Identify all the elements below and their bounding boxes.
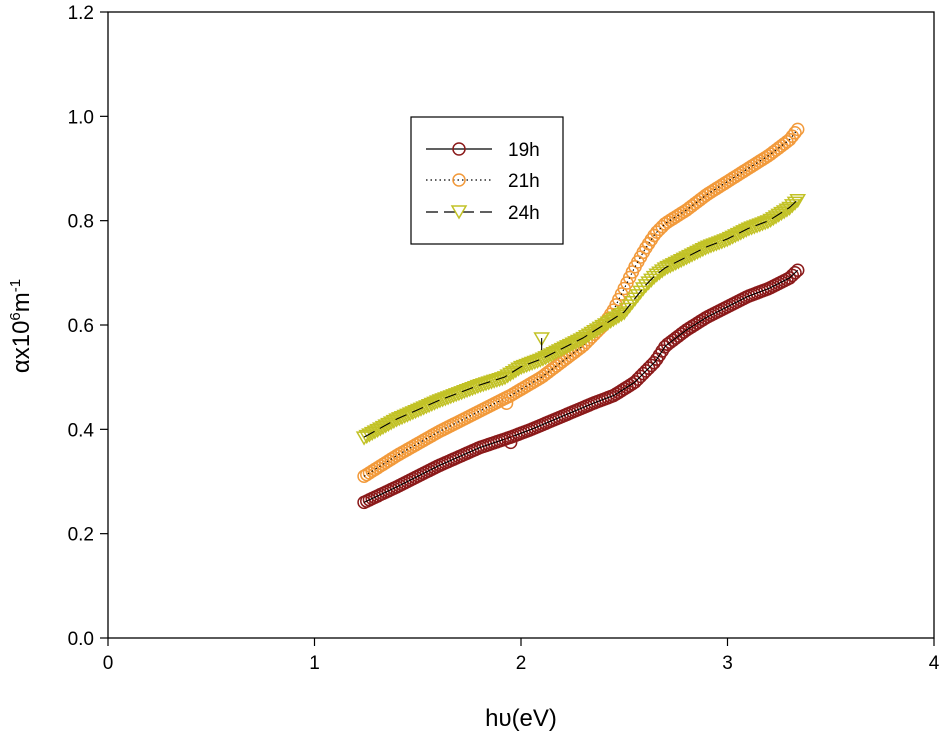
legend-marker-21h xyxy=(452,173,466,187)
y-tick-label: 0.8 xyxy=(68,212,94,233)
legend-label-24h: 24h xyxy=(508,203,540,224)
x-tick-label: 4 xyxy=(929,653,940,674)
legend: 19h 21h 24h xyxy=(410,116,564,245)
legend-label-19h: 19h xyxy=(508,140,540,161)
x-tick-label: 2 xyxy=(516,653,527,674)
legend-marker-19h xyxy=(452,142,466,156)
data-point-21h xyxy=(788,126,802,140)
legend-entry-24h: 24h xyxy=(426,203,540,224)
data-point-21h xyxy=(790,122,805,137)
data-point-24h xyxy=(781,201,798,216)
y-tick-label: 1.0 xyxy=(68,107,94,128)
series-line-19h xyxy=(363,269,799,503)
data-point-24h xyxy=(778,203,796,218)
data-point-24h xyxy=(643,273,660,288)
y-axis-title-exp1: 6 xyxy=(7,312,24,320)
y-tick-label: 1.2 xyxy=(68,3,94,24)
y-tick-label: 0.6 xyxy=(68,316,94,337)
plot-frame xyxy=(107,11,935,639)
data-layer xyxy=(355,122,807,510)
legend-marker-24h xyxy=(450,205,468,220)
axes-layer: 0 1 2 3 4 0.0 0.2 0.4 0.6 0.8 1.0 1.2 xyxy=(68,3,940,674)
y-axis-title-base: αx10 xyxy=(8,321,35,374)
data-point-19h xyxy=(790,263,805,277)
x-tick-label: 0 xyxy=(103,653,114,674)
y-tick-label: 0.2 xyxy=(68,525,94,546)
x-tick-label: 1 xyxy=(309,653,320,674)
x-axis-title: hυ(eV) xyxy=(485,705,557,732)
data-point-24h xyxy=(789,194,807,209)
outlier-point-19h xyxy=(503,435,518,450)
outlier-point-24h xyxy=(533,332,550,347)
series-line-24h xyxy=(363,199,799,438)
data-point-24h xyxy=(637,279,655,294)
y-tick-label: 0.0 xyxy=(68,629,94,650)
x-tick-label: 3 xyxy=(722,653,733,674)
outlier-point-21h xyxy=(499,396,514,410)
y-axis-title: αx106m-1 xyxy=(7,279,35,373)
legend-label-21h: 21h xyxy=(508,171,540,192)
y-tick-label: 0.4 xyxy=(68,420,95,441)
y-axis-title-unit: m xyxy=(8,292,35,312)
data-point-24h xyxy=(783,199,801,214)
y-axis-title-exp2: -1 xyxy=(7,279,24,292)
data-point-24h xyxy=(645,270,663,286)
data-point-24h xyxy=(786,196,804,211)
data-point-24h xyxy=(613,307,630,323)
legend-entry-19h: 19h xyxy=(426,140,540,161)
data-point-24h xyxy=(640,276,657,291)
data-point-19h xyxy=(788,266,802,280)
series-line-21h xyxy=(363,129,799,477)
legend-entry-21h: 21h xyxy=(426,171,540,192)
legend-box xyxy=(410,116,564,245)
